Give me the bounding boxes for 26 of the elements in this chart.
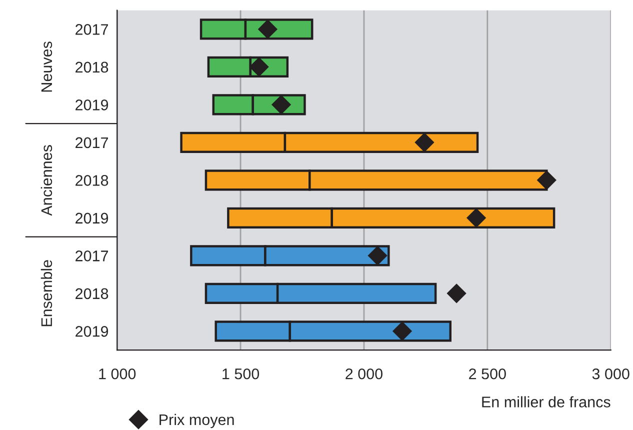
point — [447, 284, 466, 303]
text: Anciennes — [40, 145, 52, 216]
point — [466, 208, 486, 228]
y-tick-label: 2018 — [76, 175, 108, 186]
point — [414, 132, 434, 152]
x-tick-label: 3 000 — [592, 368, 630, 380]
y-tick-label: 2017 — [76, 24, 108, 35]
y-tick-label: 2017 — [76, 250, 108, 262]
x-axis-title: En millier de francs — [482, 396, 610, 408]
point — [392, 322, 412, 341]
x-tick-label: 1 500 — [222, 368, 260, 380]
y-tick-label: 2019 — [76, 326, 108, 337]
point — [537, 170, 556, 190]
y-tick-label: 2017 — [76, 137, 108, 148]
legend-label: Prix moyen — [160, 414, 234, 428]
y-tick-label: 2018 — [76, 62, 108, 73]
x-tick-label: 2 000 — [346, 368, 382, 380]
point — [368, 246, 388, 266]
x-tick-label: 1 000 — [99, 368, 136, 380]
y-tick-label: 2018 — [76, 288, 108, 300]
y-tick-label: 2019 — [76, 100, 108, 110]
text: Ensemble — [40, 260, 52, 326]
x-tick-label: 2 500 — [469, 368, 506, 380]
text: Neuves — [41, 42, 52, 92]
point — [258, 20, 278, 39]
y-tick-label: 2019 — [76, 212, 108, 224]
